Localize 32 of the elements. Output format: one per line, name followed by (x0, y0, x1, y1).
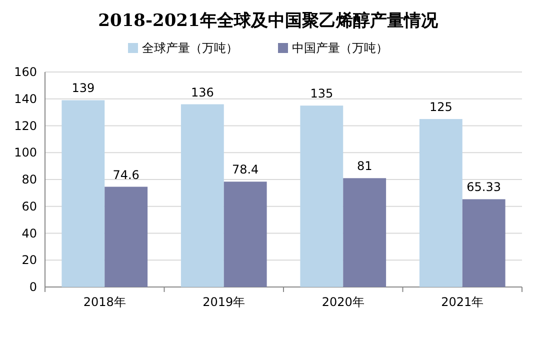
data-label: 139 (72, 81, 95, 96)
data-label: 81 (356, 159, 372, 174)
x-tick-label: 2019年 (202, 295, 246, 309)
bar (62, 100, 105, 287)
y-tick-label: 160 (14, 65, 37, 79)
data-label: 74.6 (112, 168, 140, 182)
x-tick-label: 2020年 (322, 295, 364, 309)
y-tick-label: 80 (22, 172, 37, 186)
y-tick-label: 120 (14, 118, 37, 133)
bar (462, 199, 506, 287)
x-tick-label: 2018年 (83, 295, 126, 309)
bar (104, 186, 148, 287)
y-tick-label: 140 (14, 92, 37, 106)
data-label: 65.33 (466, 180, 502, 194)
y-tick-label: 100 (14, 146, 37, 160)
data-label: 78.4 (232, 162, 259, 177)
bar (180, 104, 224, 287)
data-label: 136 (190, 85, 214, 100)
x-tick-label: 2021年 (441, 295, 484, 309)
chart-title: 2018-2021年全球及中国聚乙烯醇产量情况 (98, 11, 439, 31)
bar (343, 178, 386, 287)
legend-label: 全球产量（万吨） (142, 41, 238, 55)
data-label: 125 (429, 100, 452, 114)
bar (300, 106, 344, 287)
bar (224, 182, 267, 287)
data-label: 135 (310, 86, 334, 101)
bar (419, 119, 462, 287)
legend-label: 中国产量（万吨） (292, 41, 388, 55)
y-tick-label: 0 (29, 280, 37, 294)
y-tick-label: 20 (22, 253, 37, 268)
y-tick-label: 60 (22, 199, 37, 214)
y-tick-label: 40 (22, 226, 37, 240)
